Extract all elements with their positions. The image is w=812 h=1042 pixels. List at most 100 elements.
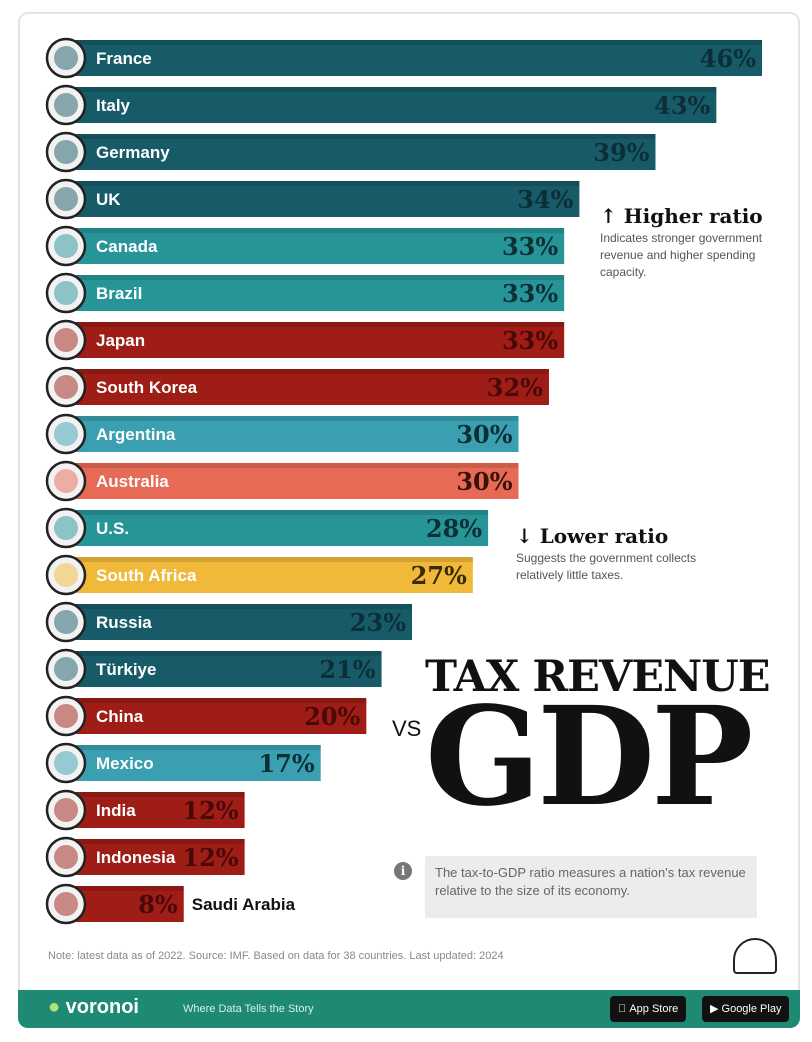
bar: [62, 604, 412, 640]
bar-category-label: U.S.: [96, 519, 129, 538]
bar-shade: [62, 134, 656, 139]
flag-icon-fill: [54, 657, 78, 681]
bar: [62, 745, 321, 781]
bar-value-label: 28%: [426, 514, 482, 543]
bar-shade: [62, 745, 321, 750]
bar: [62, 87, 717, 123]
app-store-label: App Store: [618, 1003, 678, 1015]
bar-category-label: India: [96, 801, 136, 820]
bar: [62, 651, 382, 687]
info-box: The tax-to-GDP ratio measures a nation's…: [425, 856, 757, 918]
bar-shade: [62, 698, 367, 703]
bar-category-label: South Korea: [96, 378, 198, 397]
higher-ratio-note: ↑ Higher ratio Indicates stronger govern…: [600, 204, 800, 281]
flag-icon-fill: [54, 328, 78, 352]
bar-group-mexico: Mexico 17%: [45, 742, 321, 784]
bar-group-brazil: Brazil 33%: [45, 272, 565, 314]
flag-icon-fill: [54, 798, 78, 822]
bar-value-label: 12%: [182, 843, 238, 872]
bar-group-australia: Australia 30%: [45, 460, 519, 502]
footer-bar: ● voronoi Where Data Tells the Story  A…: [18, 990, 800, 1028]
headline-tax-revenue: TAX REVENUE: [425, 652, 771, 702]
visual-capitalist-mark-icon: [733, 938, 777, 974]
bar-group-south-korea: South Korea 32%: [45, 366, 549, 408]
flag-icon-fill: [54, 469, 78, 493]
lower-ratio-title: ↓ Lower ratio: [516, 524, 669, 548]
bar-category-label: Canada: [96, 237, 158, 256]
google-play-button[interactable]: ▶ Google Play: [702, 996, 790, 1022]
brand-name: voronoi: [65, 996, 139, 1018]
bar-group-uk: UK 34%: [45, 178, 580, 220]
headline-vs: VS: [392, 716, 422, 741]
bar-category-label: Japan: [96, 331, 145, 350]
bar: [62, 463, 519, 499]
bar-value-label: 34%: [517, 185, 573, 214]
bar-group-japan: Japan 33%: [45, 319, 565, 361]
bar-value-label: 23%: [350, 608, 406, 637]
bar-category-label: Italy: [96, 96, 131, 115]
bar: [62, 40, 762, 76]
flag-icon-fill: [54, 187, 78, 211]
bar-shade: [62, 510, 489, 515]
bar-group-italy: Italy 43%: [45, 84, 717, 126]
bar-shade: [62, 651, 382, 656]
bar-shade: [62, 275, 565, 280]
bar-value-label: 30%: [456, 420, 512, 449]
bar: [62, 839, 245, 875]
bar: [62, 557, 473, 593]
bar-category-label: France: [96, 49, 152, 68]
bar-group-indonesia: Indonesia 12%: [45, 836, 245, 878]
bar-group-t-rkiye: Türkiye 21%: [45, 648, 382, 690]
flag-icon-fill: [54, 140, 78, 164]
bar-category-label: Russia: [96, 613, 152, 632]
bar-group-canada: Canada 33%: [45, 225, 565, 267]
bar-category-label: Türkiye: [96, 660, 156, 679]
info-icon: i: [394, 862, 412, 880]
flag-icon-fill: [54, 704, 78, 728]
flag-icon-fill: [54, 234, 78, 258]
bar: [62, 369, 549, 405]
bar: [62, 322, 565, 358]
brand-logo[interactable]: ● voronoi: [48, 996, 139, 1018]
bar-shade: [62, 886, 184, 891]
bar-group-china: China 20%: [45, 695, 367, 737]
lower-ratio-body: Suggests the government collects relativ…: [516, 551, 697, 582]
bar: [62, 181, 580, 217]
higher-ratio-body: Indicates stronger government revenue an…: [600, 231, 763, 279]
flag-icon-fill: [54, 46, 78, 70]
bar-shade: [62, 369, 549, 374]
flag-icon-fill: [54, 281, 78, 305]
bar-group-u-s-: U.S. 28%: [45, 507, 489, 549]
bar-category-label: Argentina: [96, 425, 176, 444]
bar: [62, 698, 367, 734]
bar-category-label: UK: [96, 190, 121, 209]
bar-value-label: 17%: [258, 749, 314, 778]
flag-icon-fill: [54, 375, 78, 399]
flag-icon-fill: [54, 610, 78, 634]
bar-category-label: Saudi Arabia: [192, 895, 296, 914]
google-play-label: Google Play: [721, 1003, 782, 1015]
bar-group-saudi-arabia: Saudi Arabia 8%: [45, 883, 296, 925]
bar-shade: [62, 839, 245, 844]
bar: [62, 416, 519, 452]
bar-value-label: 33%: [502, 232, 558, 261]
headline-gdp: GDP: [425, 677, 753, 837]
bar: [62, 228, 565, 264]
app-store-button[interactable]:  App Store: [610, 996, 687, 1022]
bar-shade: [62, 181, 580, 186]
bar-value-label: 46%: [700, 44, 756, 73]
bar-shade: [62, 416, 519, 421]
lower-ratio-note: ↓ Lower ratio Suggests the government co…: [516, 524, 726, 584]
flag-icon-fill: [54, 422, 78, 446]
brand-tagline: Where Data Tells the Story: [183, 1003, 314, 1015]
bar-group-germany: Germany 39%: [45, 131, 656, 173]
higher-ratio-title: ↑ Higher ratio: [600, 204, 763, 228]
bar-value-label: 43%: [654, 91, 710, 120]
flag-icon-fill: [54, 845, 78, 869]
bar-value-label: 32%: [487, 373, 543, 402]
bar-category-label: China: [96, 707, 144, 726]
bar-shade: [62, 792, 245, 797]
bar-shade: [62, 604, 412, 609]
flag-icon-fill: [54, 93, 78, 117]
